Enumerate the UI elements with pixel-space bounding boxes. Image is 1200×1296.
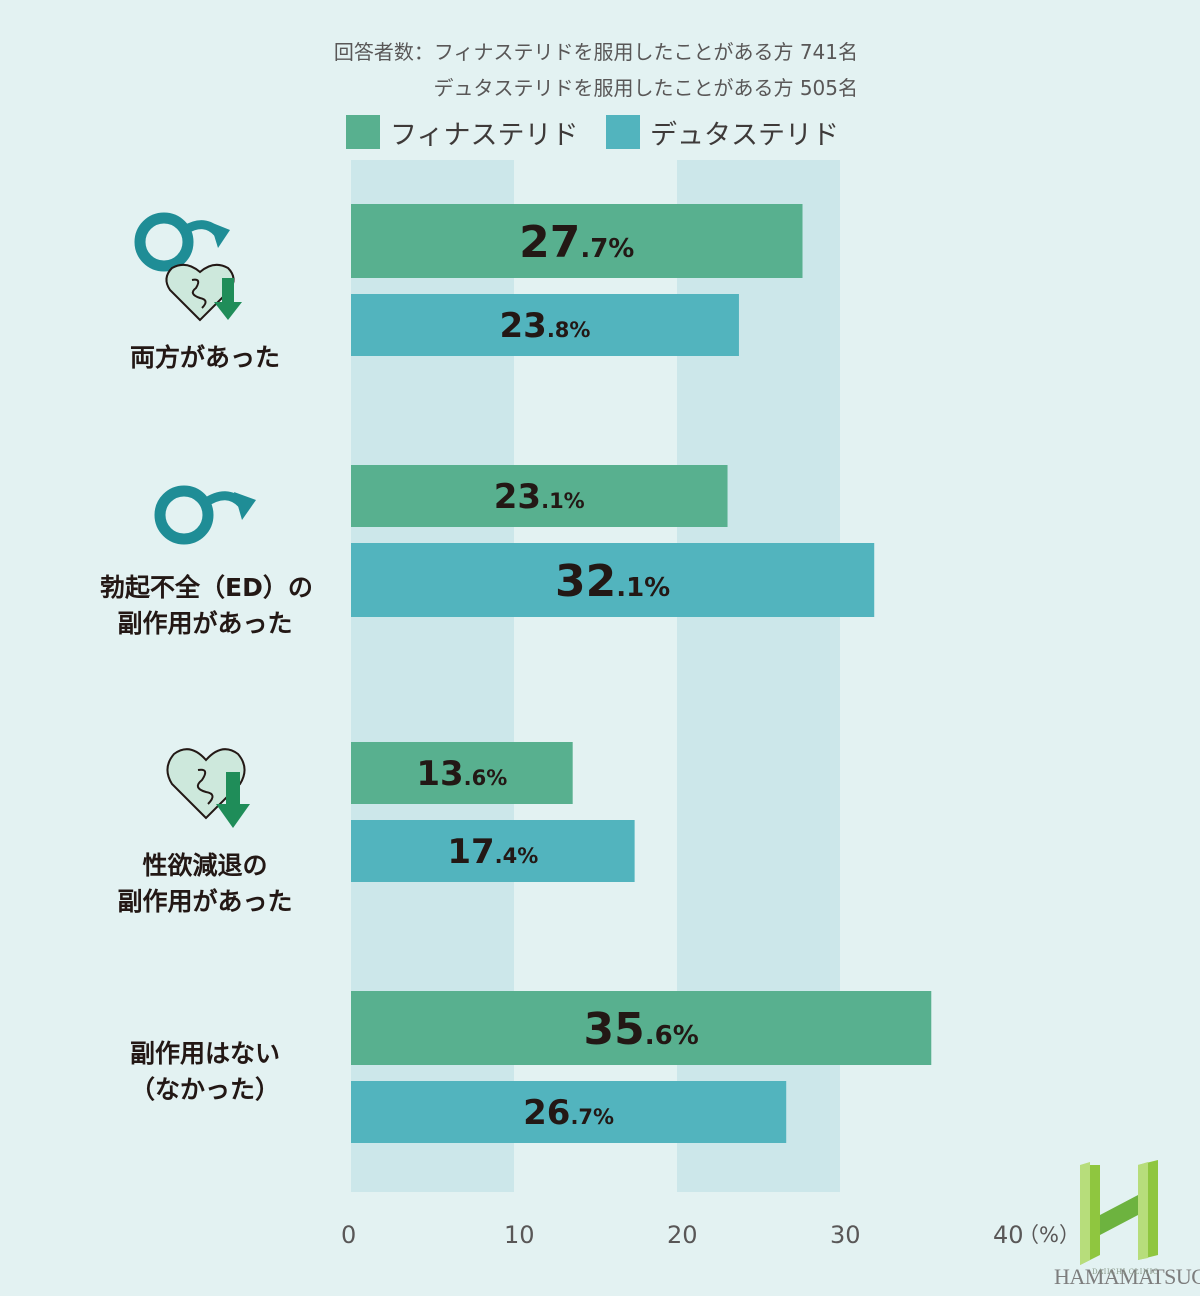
value-label-1-0: 23.8% [499, 306, 590, 346]
logo-subtitle: DAIICHI CLINIC [1092, 1268, 1159, 1276]
category-ed-line-1: 勃起不全（ED）の [100, 573, 313, 602]
legend-swatch-dutasteride [606, 115, 640, 149]
category-both-line-1: 両方があった [129, 343, 280, 372]
value-label-1-2: 17.4% [447, 832, 538, 872]
legend-finasteride: フィナステリド [346, 114, 579, 151]
male-symbol-icon [154, 485, 256, 545]
logo-wordmark: HAMAMATSUCHO [1054, 1264, 1200, 1290]
male-symbol-and-heart-down-icon [134, 212, 242, 322]
value-label-0-1: 23.1% [494, 477, 585, 517]
category-label-none: 副作用はない （なかった） [100, 1036, 310, 1108]
bar-0-3 [351, 991, 932, 1065]
bar-1-2 [351, 820, 635, 882]
category-none-line-1: 副作用はない [129, 1039, 280, 1068]
bar-0-0 [351, 204, 803, 278]
category-label-both: 両方があった [100, 340, 310, 376]
respondents-line-2: デュタステリドを服用したことがある方 505名 [433, 76, 858, 100]
category-label-ed: 勃起不全（ED）の 副作用があった [100, 570, 313, 642]
respondents-note: 回答者数：フィナステリドを服用したことがある方 741名 デュタステリドを服用し… [334, 34, 858, 106]
logo-wordmark-text: HAMAMATSUCHO [1054, 1264, 1200, 1289]
x-axis-unit: （%） [1018, 1223, 1080, 1247]
bar-1-1 [351, 543, 875, 617]
bar-0-1 [351, 465, 728, 527]
value-label-0-2: 13.6% [416, 754, 507, 794]
x-tick-label-0: 0 [341, 1221, 356, 1249]
legend-label-finasteride: フィナステリド [390, 119, 579, 151]
x-tick-label-4: 40 [993, 1221, 1024, 1249]
x-tick-label-2: 20 [667, 1221, 698, 1249]
heart-down-icon [166, 748, 250, 828]
category-libido-line-1: 性欲減退の [142, 851, 268, 880]
category-libido-line-2: 副作用があった [117, 887, 293, 916]
value-label-0-3: 35.6% [584, 1004, 699, 1055]
legend-swatch-finasteride [346, 115, 380, 149]
category-label-libido: 性欲減退の 副作用があった [100, 848, 310, 920]
bar-0-2 [351, 742, 573, 804]
bar-1-3 [351, 1081, 787, 1143]
value-label-1-1: 32.1% [555, 556, 670, 607]
x-tick-label-3: 30 [830, 1221, 861, 1249]
value-label-0-0: 27.7% [519, 217, 634, 268]
legend-dutasteride: デュタステリド [606, 114, 839, 151]
legend-label-dutasteride: デュタステリド [650, 119, 839, 151]
respondents-line-1: 回答者数：フィナステリドを服用したことがある方 741名 [333, 40, 858, 64]
bar-1-0 [351, 294, 739, 356]
category-none-line-2: （なかった） [129, 1075, 280, 1104]
value-label-1-3: 26.7% [523, 1093, 614, 1133]
category-ed-line-2: 副作用があった [117, 609, 293, 638]
clinic-logo [1080, 1160, 1158, 1265]
x-tick-label-1: 10 [504, 1221, 535, 1249]
